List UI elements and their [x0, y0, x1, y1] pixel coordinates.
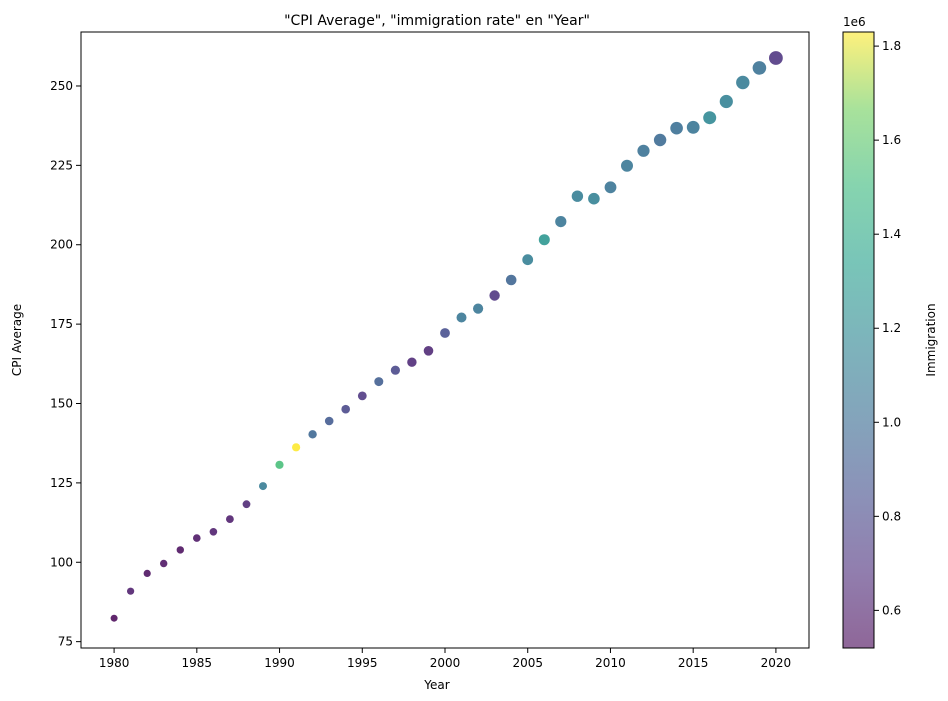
x-axis-label: Year	[423, 678, 449, 692]
x-tick-label: 1990	[264, 656, 295, 670]
y-tick-label: 125	[50, 476, 73, 490]
data-point	[209, 528, 218, 536]
colorbar-ticks: 0.6 0.8 1.0 1.2 1.4 1.6 1.8	[874, 39, 901, 617]
data-point	[769, 51, 783, 65]
data-point	[242, 500, 251, 509]
y-tick-label: 100	[50, 555, 73, 569]
colorbar	[842, 31, 875, 649]
data-point	[374, 377, 384, 387]
data-point	[736, 75, 750, 90]
data-point	[226, 515, 234, 523]
data-point	[292, 443, 301, 452]
colorbar-tick-label: 1.0	[882, 415, 901, 429]
y-tick-label: 250	[50, 79, 73, 93]
scatter-points	[110, 51, 783, 622]
y-axis-ticks: 75 100 125 150 175 200 225 250	[50, 79, 81, 649]
colorbar-tick-label: 1.6	[882, 133, 901, 147]
data-point	[160, 559, 168, 568]
data-point	[193, 534, 201, 542]
x-tick-label: 2005	[512, 656, 543, 670]
colorbar-tick-label: 1.4	[882, 227, 901, 241]
colorbar-tick-label: 1.8	[882, 39, 901, 53]
y-tick-label: 200	[50, 238, 73, 252]
y-tick-label: 75	[58, 635, 73, 649]
x-tick-label: 2020	[761, 656, 792, 670]
data-point	[127, 587, 135, 595]
data-point	[473, 303, 484, 314]
data-point	[341, 404, 351, 414]
colorbar-tick-label: 0.8	[882, 509, 901, 523]
data-point	[752, 61, 767, 75]
data-point	[308, 430, 317, 439]
data-point	[110, 614, 118, 622]
data-point	[604, 181, 617, 194]
y-tick-label: 150	[50, 397, 73, 411]
data-point	[143, 569, 151, 578]
data-point	[522, 254, 534, 266]
data-point	[571, 190, 584, 202]
data-point	[538, 234, 550, 246]
y-axis-label: CPI Average	[10, 304, 24, 376]
colorbar-offset-label: 1e6	[843, 15, 866, 29]
data-point	[621, 159, 633, 172]
data-point	[176, 546, 184, 554]
data-point	[275, 460, 284, 469]
data-point	[653, 133, 667, 147]
colorbar-tick-label: 0.6	[882, 603, 901, 617]
colorbar-label: Immigration	[924, 303, 938, 376]
data-point	[423, 346, 434, 356]
data-point	[357, 391, 367, 401]
data-point	[686, 120, 700, 134]
x-tick-label: 1985	[182, 656, 213, 670]
data-point	[259, 482, 267, 491]
chart-title: "CPI Average", "immigration rate" en "Ye…	[284, 13, 590, 29]
data-point	[456, 312, 467, 323]
x-tick-label: 2010	[595, 656, 626, 670]
data-point	[440, 328, 450, 338]
data-point	[407, 357, 417, 367]
data-point	[324, 416, 334, 426]
x-axis-ticks: 1980 1985 1990 1995 2000 2005 2010 2015 2020	[99, 648, 791, 670]
x-tick-label: 2015	[678, 656, 709, 670]
data-point	[719, 94, 733, 109]
data-point	[588, 192, 600, 205]
data-point	[489, 290, 500, 301]
colorbar-tick-label: 1.2	[882, 321, 901, 335]
x-tick-label: 1980	[99, 656, 130, 670]
x-tick-label: 2000	[430, 656, 461, 670]
data-point	[555, 216, 567, 228]
x-tick-label: 1995	[347, 656, 378, 670]
data-point	[505, 274, 517, 286]
y-tick-label: 175	[50, 317, 73, 331]
data-point	[390, 365, 400, 375]
y-tick-label: 225	[50, 158, 73, 172]
data-point	[637, 144, 650, 157]
plot-area	[80, 31, 810, 649]
data-point	[670, 121, 683, 135]
data-point	[703, 111, 717, 125]
